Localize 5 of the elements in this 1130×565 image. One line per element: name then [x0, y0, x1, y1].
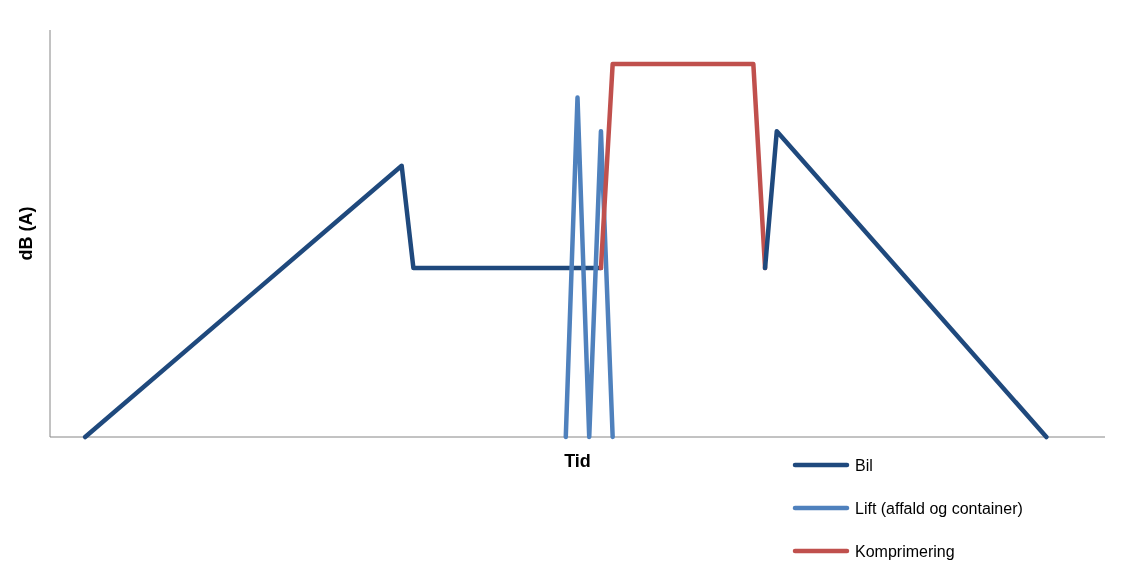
legend-label: Lift (affald og container): [855, 500, 1023, 517]
legend-label: Bil: [855, 457, 873, 474]
x-axis-title: Tid: [564, 451, 591, 471]
y-axis-title: dB (A): [16, 206, 36, 261]
legend-label: Komprimering: [855, 543, 955, 560]
